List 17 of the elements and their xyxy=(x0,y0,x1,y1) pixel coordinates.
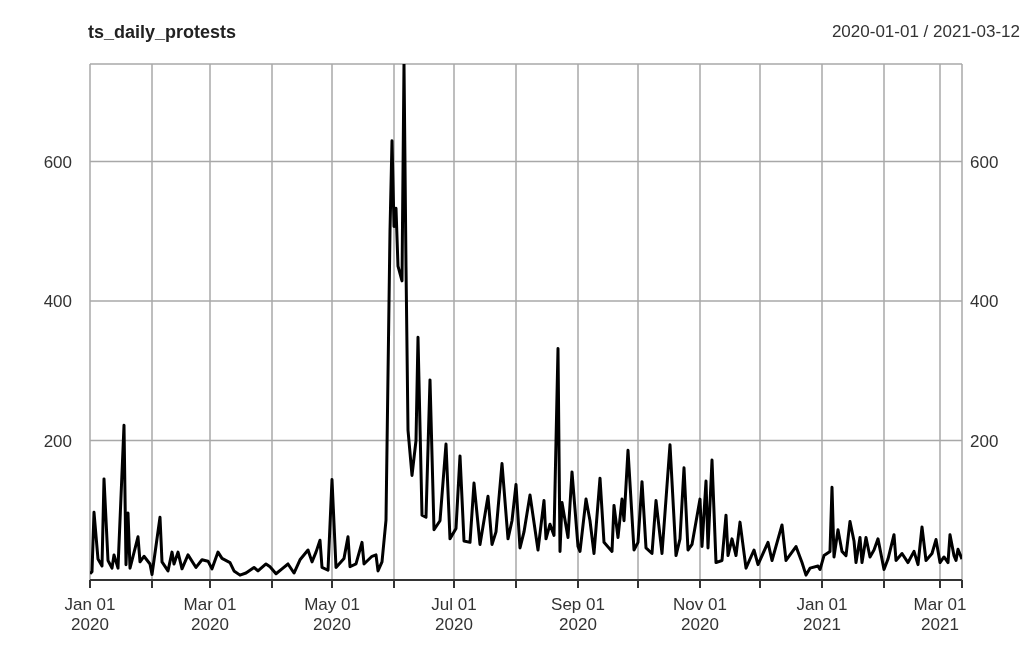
x-tick-label: Nov 01 2020 xyxy=(673,595,727,634)
y-tick-label: 400 xyxy=(43,292,72,312)
y-tick-label: 600 xyxy=(43,152,72,172)
x-tick-label: Jul 01 2020 xyxy=(431,595,477,634)
y2-tick-label: 400 xyxy=(970,292,999,312)
y2-tick-label: 200 xyxy=(970,431,999,451)
x-tick-label: Sep 01 2020 xyxy=(551,595,605,634)
x-tick-label: Mar 01 2020 xyxy=(183,595,237,634)
chart-title: ts_daily_protests xyxy=(88,22,237,43)
chart-subtitle: 2020-01-01 / 2021-03-12 xyxy=(831,22,1020,42)
line-series xyxy=(90,64,962,577)
y-tick-label: 200 xyxy=(43,431,72,451)
y2-tick-label: 600 xyxy=(970,152,999,172)
x-tick-label: Jan 01 2020 xyxy=(64,595,116,634)
x-tick-label: May 01 2020 xyxy=(304,595,360,634)
x-tick-label: Mar 01 2021 xyxy=(913,595,967,634)
x-tick-label: Jan 01 2021 xyxy=(796,595,848,634)
